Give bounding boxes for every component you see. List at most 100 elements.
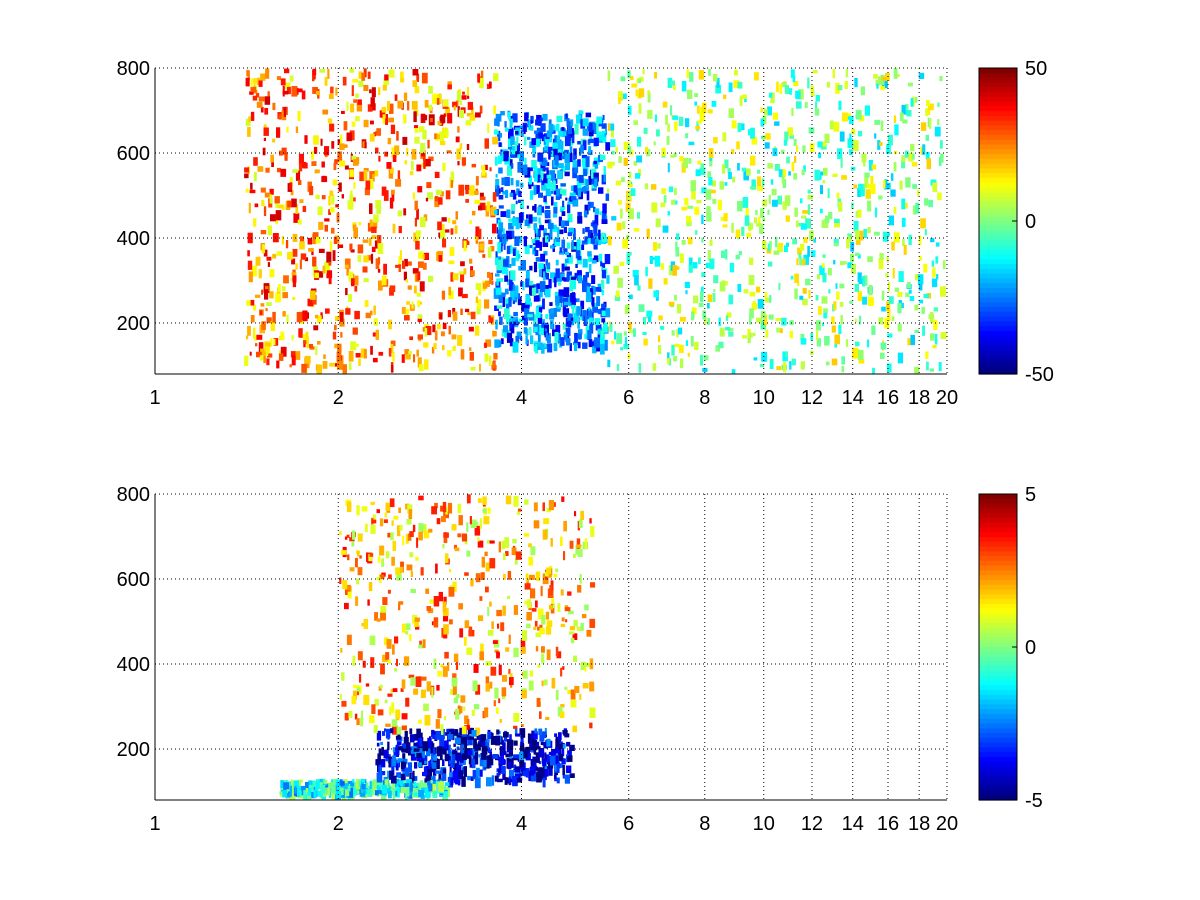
heatmap-cell [355,557,358,568]
heatmap-cell [762,217,766,222]
heatmap-cell [503,573,506,580]
heatmap-cell [600,343,605,355]
heatmap-cell [620,76,626,82]
heatmap-cell [530,588,536,599]
heatmap-cell [554,135,558,145]
heatmap-cell [614,295,620,301]
heatmap-cell [461,736,467,748]
heatmap-cell [860,86,865,96]
heatmap-cell [601,262,606,268]
heatmap-cell [905,292,910,297]
heatmap-cell [494,156,498,166]
heatmap-cell [678,116,684,126]
heatmap-cell [577,548,583,557]
heatmap-cell [546,507,551,513]
heatmap-cell [348,350,354,362]
colorbar-segment [979,249,1017,256]
heatmap-cell [364,187,370,196]
heatmap-cell [702,310,706,320]
heatmap-cell [395,763,399,771]
heatmap-cell [922,144,926,155]
heatmap-cell [610,123,615,131]
heatmap-cell [362,141,366,148]
heatmap-cell [460,706,463,714]
heatmap-cell [861,153,867,163]
heatmap-cell [495,287,502,295]
heatmap-cell [457,335,463,346]
heatmap-cell [601,269,606,279]
heatmap-cell [350,190,353,198]
heatmap-cell [471,163,477,168]
heatmap-cell [544,752,547,760]
heatmap-cell [838,100,842,111]
heatmap-cell [566,118,570,127]
heatmap-cell [601,267,604,272]
heatmap-cell [515,200,518,205]
heatmap-cell [403,92,408,101]
heatmap-cell [801,169,805,176]
heatmap-cell [536,114,541,121]
heatmap-cell [841,356,845,365]
heatmap-cell [472,210,476,216]
x-tick-label: 14 [842,813,864,835]
heatmap-cell [539,327,546,335]
heatmap-cell [435,189,442,195]
heatmap-cell [508,776,511,786]
heatmap-cell [534,620,538,627]
heatmap-cell [542,502,545,512]
heatmap-cell [444,782,450,786]
heatmap-cell [519,760,524,767]
heatmap-cell [444,229,450,233]
colorbar-segment [979,130,1017,136]
heatmap-cell [679,316,686,322]
heatmap-cell [253,171,257,182]
heatmap-cell [300,253,307,260]
heatmap-cell [778,242,784,247]
heatmap-cell [546,262,551,270]
heatmap-cell [532,153,536,158]
heatmap-cell [477,73,480,83]
heatmap-cell [324,780,328,785]
heatmap-cell [376,128,381,136]
heatmap-cell [397,100,404,109]
heatmap-cell [588,310,593,320]
heatmap-cell [424,715,431,726]
colorbar-segment [979,87,1017,93]
heatmap-cell [254,294,261,298]
heatmap-cell [583,168,588,177]
heatmap-cell [886,144,891,155]
heatmap-cell [859,230,864,241]
heatmap-cell [537,333,541,344]
heatmap-cell [541,185,547,191]
heatmap-cell [905,104,909,110]
heatmap-cell [644,183,648,190]
heatmap-cell [627,146,632,154]
heatmap-cell [363,68,367,78]
heatmap-cell [442,99,449,107]
heatmap-cell [483,516,490,525]
heatmap-cell [270,321,275,331]
heatmap-cell [602,114,605,120]
heatmap-cell [334,238,340,244]
heatmap-cell [492,223,497,234]
heatmap-cell [902,119,908,124]
heatmap-cell [887,310,891,321]
heatmap-cell [255,343,258,347]
heatmap-cell [260,303,265,307]
heatmap-cell [363,278,369,283]
heatmap-cell [446,740,449,751]
heatmap-cell [553,573,558,578]
heatmap-cell [937,119,940,126]
heatmap-cell [430,780,433,784]
heatmap-cell [263,249,268,257]
heatmap-cell [356,103,363,112]
heatmap-cell [428,761,434,770]
heatmap-cell [772,148,778,157]
heatmap-cell [543,228,547,236]
heatmap-cell [340,134,343,144]
heatmap-cell [381,275,387,286]
heatmap-cell [614,331,617,340]
heatmap-cell [402,136,408,145]
heatmap-cell [693,295,699,304]
heatmap-cell [417,738,420,747]
